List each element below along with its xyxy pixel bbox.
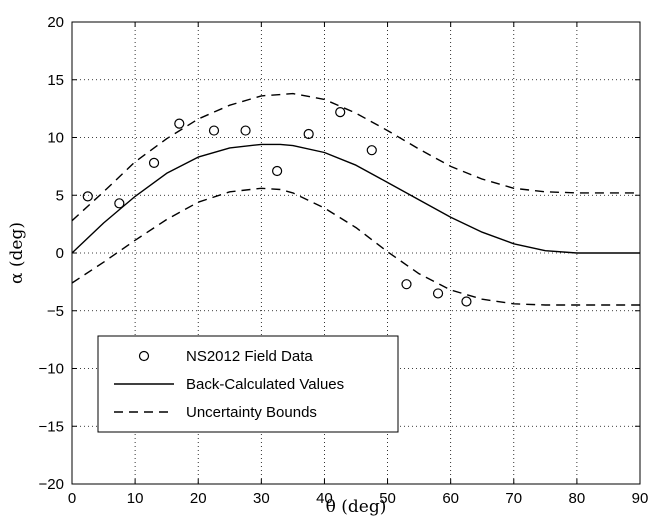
data-point xyxy=(174,118,185,129)
y-tick-label: −20 xyxy=(39,476,64,493)
y-tick-label: 5 xyxy=(56,187,64,204)
y-axis-label: α (deg) xyxy=(7,222,27,284)
data-point xyxy=(366,145,377,156)
y-tick-label: −10 xyxy=(39,361,64,378)
uncertainty-bound-line xyxy=(71,92,640,222)
legend-label: NS2012 Field Data xyxy=(186,348,313,365)
x-tick-label: 20 xyxy=(190,490,207,507)
data-point xyxy=(335,106,346,118)
x-tick-label: 30 xyxy=(253,490,270,507)
y-tick-label: −15 xyxy=(39,418,64,435)
data-point xyxy=(432,288,444,299)
data-point xyxy=(148,157,160,169)
data-point xyxy=(272,165,283,177)
y-tick-label: 20 xyxy=(47,14,64,31)
x-tick-label: 70 xyxy=(505,490,522,507)
y-tick-label: 15 xyxy=(47,72,64,89)
legend-marker xyxy=(138,350,150,362)
x-tick-label: 40 xyxy=(316,490,333,507)
legend: NS2012 Field Data Back-Calculated Values U… xyxy=(97,335,399,433)
back-calculated-line xyxy=(71,143,640,254)
legend-label: Back-Calculated Values xyxy=(186,376,344,393)
data-point xyxy=(82,191,93,202)
x-tick-label: 0 xyxy=(68,490,76,507)
data-point xyxy=(240,125,251,136)
y-tick-label: −5 xyxy=(47,303,64,320)
data-point xyxy=(461,296,472,307)
data-point xyxy=(114,198,125,209)
x-axis-label: θ (deg) xyxy=(326,497,387,517)
x-tick-label: 60 xyxy=(442,490,459,507)
data-point xyxy=(303,128,314,140)
uncertainty-bound-line xyxy=(71,187,640,306)
x-tick-label: 80 xyxy=(569,490,586,507)
series-layer xyxy=(71,92,640,307)
x-tick-label: 90 xyxy=(632,490,649,507)
legend-label: Uncertainty Bounds xyxy=(186,404,317,421)
x-tick-label: 10 xyxy=(127,490,144,507)
data-point xyxy=(401,279,412,290)
x-tick-label: 50 xyxy=(379,490,396,507)
y-tick-label: 0 xyxy=(56,245,64,262)
y-tick-label: 10 xyxy=(47,130,64,147)
data-point xyxy=(208,125,220,136)
